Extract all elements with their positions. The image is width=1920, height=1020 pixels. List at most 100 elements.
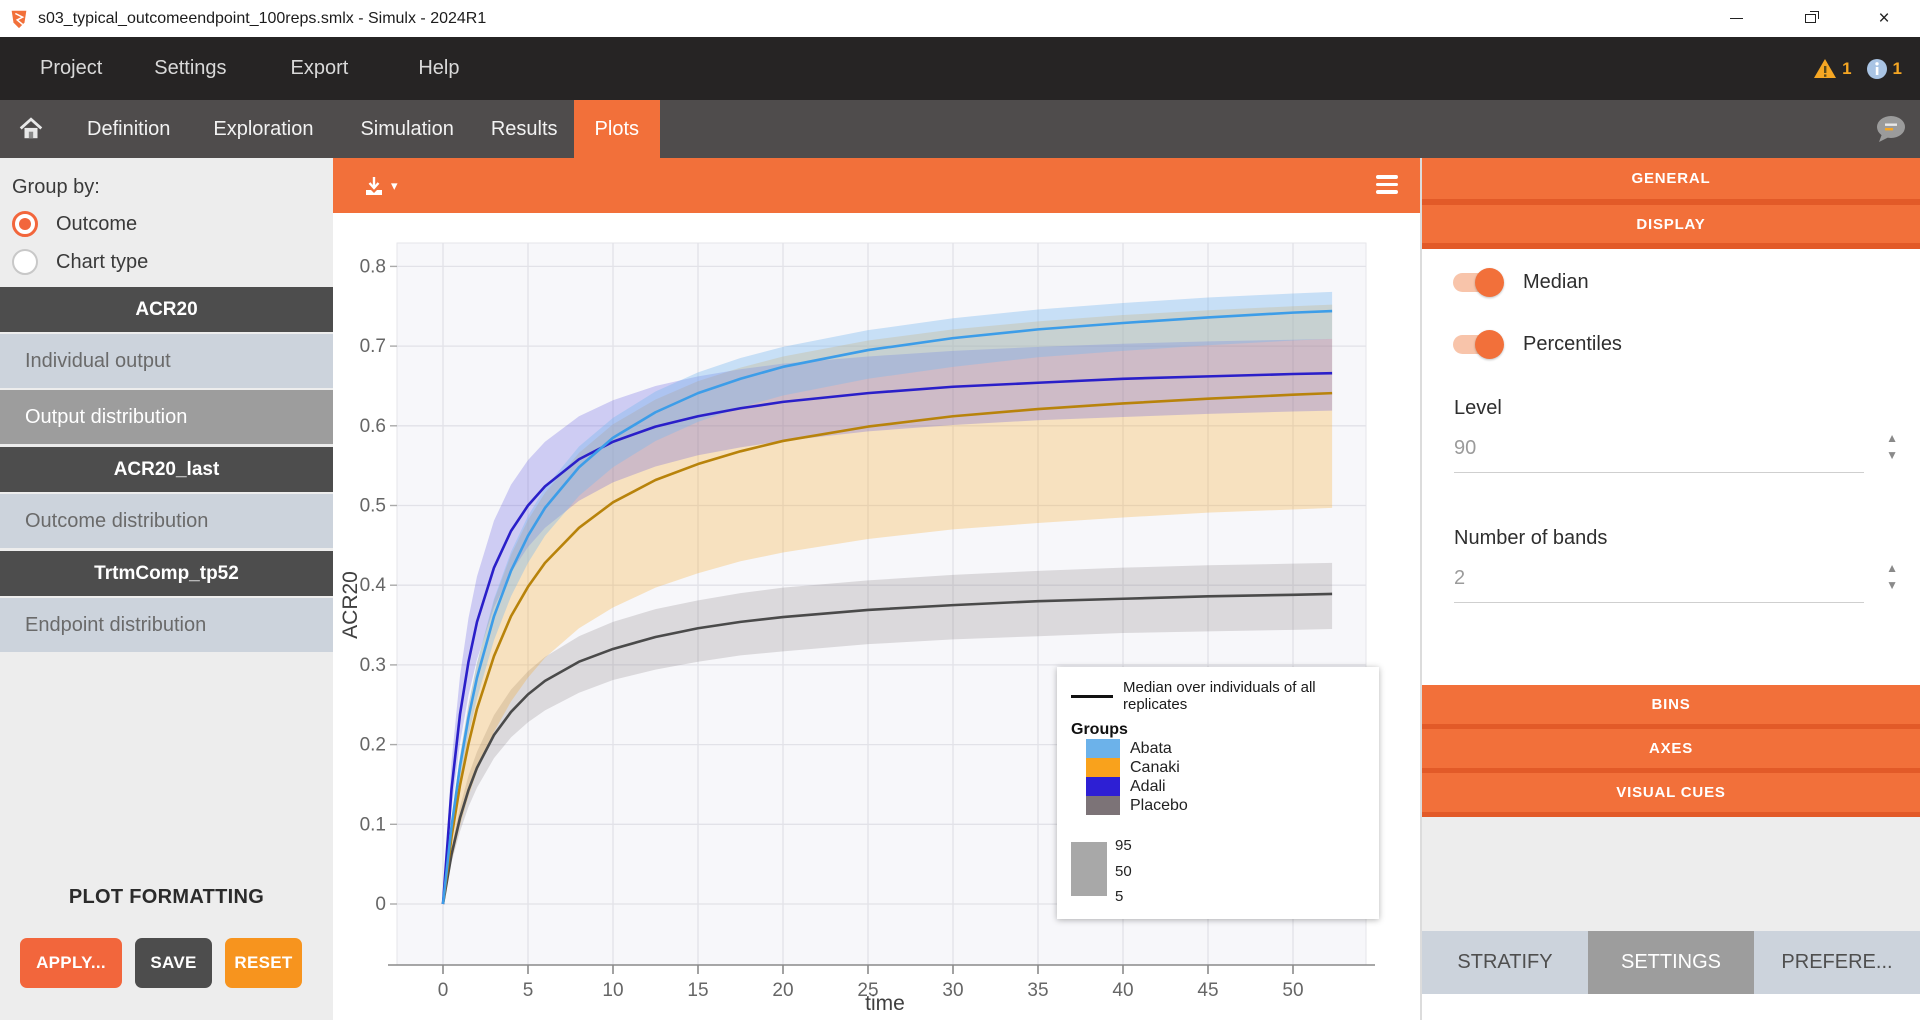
- level-input[interactable]: 90: [1454, 437, 1864, 473]
- svg-text:0.2: 0.2: [360, 735, 386, 756]
- warning-count: 1: [1842, 59, 1851, 79]
- plot-formatting-buttons: APPLY... SAVE RESET: [20, 938, 302, 988]
- minimize-button[interactable]: [1714, 4, 1758, 34]
- svg-text:20: 20: [772, 980, 793, 1001]
- notification-badges: 1 1: [1813, 37, 1902, 100]
- radio-chart-type[interactable]: Chart type: [12, 249, 333, 275]
- svg-text:0.8: 0.8: [360, 256, 386, 277]
- chart-toolbar: ▾: [333, 158, 1420, 213]
- tab-preferences[interactable]: PREFERE...: [1754, 931, 1920, 994]
- adali-swatch: [1086, 777, 1120, 796]
- number-of-bands-input[interactable]: 2: [1454, 567, 1864, 603]
- sidebar-item-individual-output[interactable]: Individual output: [0, 334, 333, 388]
- display-section-body: Median Percentiles Level 90 ▲ ▼ Number o…: [1422, 249, 1920, 685]
- median-toggle-row: Median: [1453, 271, 1589, 294]
- warning-badge[interactable]: 1: [1813, 58, 1851, 79]
- section-visual-cues[interactable]: VISUAL CUES: [1422, 773, 1920, 817]
- number-of-bands-label: Number of bands: [1454, 527, 1607, 550]
- menu-help[interactable]: Help: [418, 57, 459, 80]
- restore-icon: [1805, 14, 1816, 23]
- plots-sidebar: Group by: Outcome Chart type ACR20 Indiv…: [0, 158, 333, 1020]
- spinner-down-icon[interactable]: ▼: [1886, 450, 1898, 460]
- svg-text:0: 0: [375, 894, 386, 915]
- svg-text:0.1: 0.1: [360, 814, 386, 835]
- plot-formatting-label: PLOT FORMATTING: [0, 886, 333, 909]
- reset-button[interactable]: RESET: [225, 938, 302, 988]
- window-controls: ×: [1714, 0, 1906, 37]
- sidebar-item-outcome-distribution[interactable]: Outcome distribution: [0, 494, 333, 548]
- percentile-5: 5: [1115, 888, 1132, 905]
- comment-bubble-icon[interactable]: [1872, 114, 1910, 144]
- svg-text:time: time: [865, 992, 905, 1015]
- sidebar-header-trtmcomp-tp52[interactable]: TrtmComp_tp52: [0, 551, 333, 596]
- toggle-knob: [1475, 268, 1504, 297]
- group-by-section: Group by: Outcome Chart type: [0, 158, 333, 284]
- sidebar-header-acr20[interactable]: ACR20: [0, 287, 333, 332]
- window-title: s03_typical_outcomeendpoint_100reps.smlx…: [38, 10, 486, 28]
- legend-groups-title: Groups: [1071, 721, 1365, 739]
- percentiles-toggle-label: Percentiles: [1523, 333, 1622, 356]
- spinner-down-icon[interactable]: ▼: [1886, 580, 1898, 590]
- level-stepper: ▲ ▼: [1886, 433, 1898, 460]
- percentiles-toggle-row: Percentiles: [1453, 333, 1622, 356]
- chevron-down-icon: ▾: [391, 178, 398, 194]
- svg-text:0.5: 0.5: [360, 496, 386, 517]
- svg-text:5: 5: [523, 980, 534, 1001]
- download-menu-button[interactable]: ▾: [363, 175, 398, 197]
- info-icon: [1866, 58, 1888, 80]
- section-general[interactable]: GENERAL: [1422, 158, 1920, 205]
- chart-legend: Median over individuals of all replicate…: [1057, 667, 1379, 919]
- restore-button[interactable]: [1788, 4, 1832, 34]
- close-button[interactable]: ×: [1862, 4, 1906, 34]
- legend-item-abata: Abata: [1086, 739, 1365, 758]
- menu-export[interactable]: Export: [291, 57, 349, 80]
- info-badge[interactable]: 1: [1866, 58, 1902, 80]
- bands-stepper: ▲ ▼: [1886, 563, 1898, 590]
- percentiles-toggle[interactable]: [1453, 335, 1501, 354]
- tab-settings[interactable]: SETTINGS: [1588, 931, 1754, 994]
- section-display[interactable]: DISPLAY: [1422, 205, 1920, 249]
- radio-selected-icon: [12, 211, 38, 237]
- save-button[interactable]: SAVE: [135, 938, 212, 988]
- svg-text:40: 40: [1112, 980, 1133, 1001]
- chart-region: 0510152025303540455000.10.20.30.40.50.60…: [333, 213, 1420, 1020]
- spinner-up-icon[interactable]: ▲: [1886, 433, 1898, 443]
- tab-exploration[interactable]: Exploration: [213, 100, 313, 158]
- section-axes[interactable]: AXES: [1422, 729, 1920, 773]
- median-toggle[interactable]: [1453, 273, 1501, 292]
- tab-definition[interactable]: Definition: [87, 100, 170, 158]
- svg-text:ACR20: ACR20: [339, 571, 362, 639]
- svg-text:50: 50: [1282, 980, 1303, 1001]
- percentile-95: 95: [1115, 837, 1132, 854]
- svg-text:30: 30: [942, 980, 963, 1001]
- minimize-icon: [1730, 18, 1743, 19]
- chart-menu-icon[interactable]: [1376, 175, 1398, 198]
- sidebar-item-output-distribution[interactable]: Output distribution: [0, 390, 333, 444]
- abata-swatch: [1086, 739, 1120, 758]
- apply-button[interactable]: APPLY...: [20, 938, 122, 988]
- radio-unselected-icon: [12, 249, 38, 275]
- sidebar-item-endpoint-distribution[interactable]: Endpoint distribution: [0, 598, 333, 652]
- sidebar-header-acr20-last[interactable]: ACR20_last: [0, 447, 333, 492]
- section-bins[interactable]: BINS: [1422, 685, 1920, 729]
- tab-results[interactable]: Results: [491, 100, 558, 158]
- tab-stratify[interactable]: STRATIFY: [1422, 931, 1588, 994]
- download-icon: [363, 175, 385, 197]
- simulx-logo-icon: [8, 8, 30, 30]
- tab-plots[interactable]: Plots: [574, 100, 660, 158]
- group-by-label: Group by:: [12, 176, 333, 199]
- home-icon[interactable]: [18, 116, 44, 142]
- title-bar: s03_typical_outcomeendpoint_100reps.smlx…: [0, 0, 1920, 37]
- placebo-label: Placebo: [1130, 797, 1188, 815]
- svg-text:0.7: 0.7: [360, 336, 386, 357]
- svg-text:0.6: 0.6: [360, 416, 386, 437]
- radio-chart-type-label: Chart type: [56, 251, 148, 274]
- svg-text:45: 45: [1197, 980, 1218, 1001]
- menu-project[interactable]: Project: [40, 57, 102, 80]
- level-label: Level: [1454, 397, 1502, 420]
- panel-bottom-tabs: STRATIFY SETTINGS PREFERE...: [1422, 931, 1920, 994]
- radio-outcome[interactable]: Outcome: [12, 211, 333, 237]
- tab-simulation[interactable]: Simulation: [360, 100, 453, 158]
- menu-settings[interactable]: Settings: [154, 57, 226, 80]
- spinner-up-icon[interactable]: ▲: [1886, 563, 1898, 573]
